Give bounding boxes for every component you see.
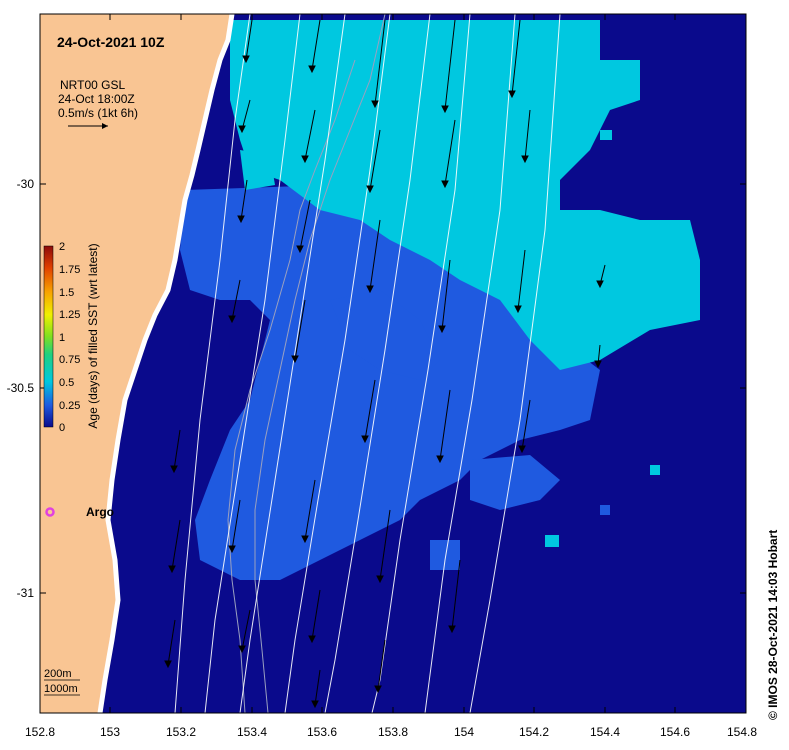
colorbar-gradient [43,245,54,428]
x-tick-label: 154.8 [727,725,757,739]
map-title: 24-Oct-2021 10Z [57,34,165,50]
colorbar-tick: 0.5 [59,377,74,389]
y-tick-label: -30 [17,177,35,191]
x-tick-label: 153.8 [378,725,408,739]
vector-info: NRT00 GSL 24-Oct 18:00Z 0.5m/s (1kt 6h) [58,78,138,129]
x-tick-label: 153.6 [307,725,337,739]
ocean-age-025-region [180,185,600,580]
depth-legend-200m: 200m [44,668,72,680]
x-tick-label: 154.2 [519,725,549,739]
x-tick-label: 153.2 [166,725,196,739]
colorbar-tick: 1.75 [59,264,80,276]
sst-pixel-block [620,60,640,76]
contour-1000m [254,14,386,713]
coastline [97,14,235,713]
x-axis-ticks [39,14,747,713]
colorbar-title: Age (days) of filled SST (wrt latest) [86,243,100,428]
y-tick-label: -30.5 [7,381,35,395]
map-plot-area [40,14,746,713]
x-axis-labels: 152.8 153 153.2 153.4 153.6 153.8 154 15… [25,725,757,739]
ocean-age-05-patch [240,150,275,190]
y-tick-label: -31 [17,586,35,600]
colorbar-tick: 2 [59,241,65,253]
argo-label: Argo [86,505,114,519]
x-tick-label: 152.8 [25,725,55,739]
sst-pixel-block [545,535,559,547]
sst-pixel-block [430,540,460,570]
argo-float-marker[interactable] [45,507,55,517]
vector-info-line: 0.5m/s (1kt 6h) [58,106,138,120]
current-vectors [164,19,606,709]
y-axis-labels: -30 -30.5 -31 [7,177,35,600]
ocean-age-025-patch [470,455,560,510]
vector-info-line: 24-Oct 18:00Z [58,92,135,106]
vector-info-line: NRT00 GSL [60,78,125,92]
x-tick-label: 154.4 [590,725,620,739]
ocean-age-025-patch [330,290,440,380]
colorbar-tick: 1.5 [59,287,74,299]
sst-pixel-block [600,130,612,140]
x-tick-label: 153.4 [237,725,267,739]
x-tick-label: 154.6 [660,725,690,739]
colorbar-tick: 1.25 [59,309,80,321]
streamlines [174,14,561,713]
ocean-age-05-patch [560,230,690,320]
sst-pixel-block [600,505,610,515]
sst-pixel-block [650,465,660,475]
depth-legend: 200m 1000m [44,668,80,696]
x-tick-label: 153 [100,725,120,739]
credit-text: © IMOS 28-Oct-2021 14:03 Hobart [766,530,780,720]
colorbar: 2 1.75 1.5 1.25 1 0.75 0.5 0.25 0 Age (d… [43,241,100,434]
scale-arrow-head [102,123,108,129]
colorbar-tick: 0.25 [59,400,80,412]
depth-legend-1000m: 1000m [44,683,78,695]
colorbar-tick: 0 [59,422,65,434]
contour-200m [227,59,356,713]
x-tick-label: 154 [454,725,474,739]
colorbar-tick: 1 [59,332,65,344]
colorbar-tick: 0.75 [59,354,80,366]
